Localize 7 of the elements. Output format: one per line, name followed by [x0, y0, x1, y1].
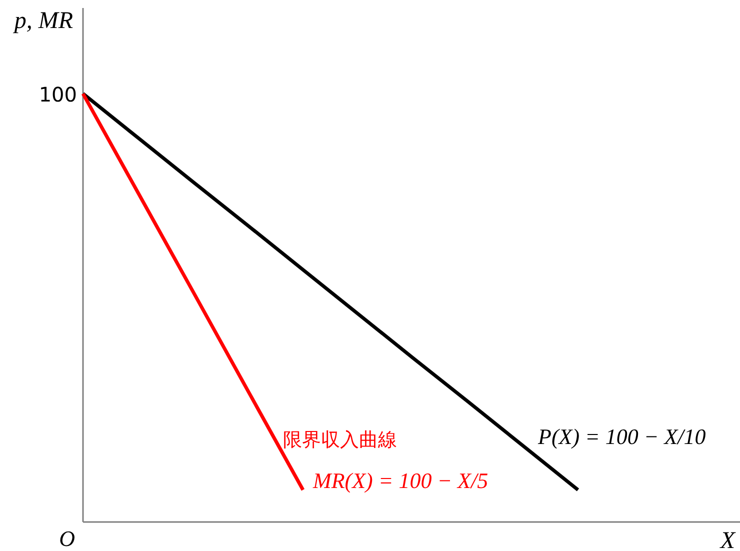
text: O [59, 526, 76, 551]
x-axis-title: X [719, 528, 736, 551]
text: 100 [38, 82, 77, 107]
series-label: 限界収入曲線 [283, 428, 397, 451]
annotation: MR(X) = 100 − X/5 [312, 468, 488, 493]
annotation: P(X) = 100 − X/10 [537, 424, 706, 449]
y-axis-title: p, MR [12, 8, 74, 34]
